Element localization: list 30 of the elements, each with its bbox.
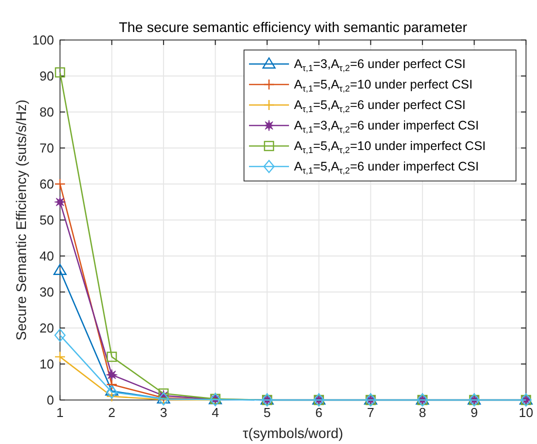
y-tick-label: 0: [46, 392, 54, 408]
legend-label: A$_{τ,1}$=3,A$_{τ,2}$=6 under perfect CSI: [294, 57, 466, 73]
x-tick-label: 3: [160, 405, 168, 420]
legend-label: A$_{τ,1}$=5,A$_{τ,2}$=10 under perfect CSI: [294, 78, 473, 94]
x-tick-label: 1: [56, 405, 64, 420]
x-tick-label: 6: [315, 405, 323, 420]
x-tick-label: 8: [418, 405, 426, 420]
y-tick-label: 40: [40, 248, 54, 264]
y-tick-label: 60: [40, 176, 54, 192]
legend-label: A$_{τ,1}$=3,A$_{τ,2}$=6 under imperfect CSI: [294, 118, 479, 134]
y-axis-title: Secure Semantic Efficiency (suts/s/Hz): [13, 100, 29, 340]
y-tick-label: 20: [40, 320, 54, 336]
x-tick-label: 4: [212, 405, 219, 420]
x-axis-title: τ(symbols/word): [242, 425, 344, 441]
legend-label: A$_{τ,1}$=5,A$_{τ,2}$=6 under perfect CSI: [294, 98, 466, 114]
y-tick-label: 80: [40, 104, 54, 120]
x-tick-label: 10: [518, 405, 534, 420]
y-tick-label: 10: [40, 356, 54, 372]
chart-title: The secure semantic efficiency with semantic parameter: [118, 19, 468, 35]
y-tick-label: 30: [40, 284, 54, 300]
x-tick-label: 2: [108, 405, 116, 420]
legend-label: A$_{τ,1}$=5,A$_{τ,2}$=6 under imperfect CSI: [294, 160, 479, 176]
y-tick-label: 100: [32, 32, 54, 48]
x-tick-label: 5: [263, 405, 271, 420]
legend-label: A$_{τ,1}$=5,A$_{τ,2}$=10 under imperfect CSI: [294, 139, 486, 155]
y-tick-label: 90: [40, 68, 54, 84]
y-tick-label: 50: [40, 212, 54, 228]
x-tick-label: 9: [470, 405, 478, 420]
x-tick-label: 7: [367, 405, 374, 420]
y-tick-label: 70: [40, 140, 54, 156]
